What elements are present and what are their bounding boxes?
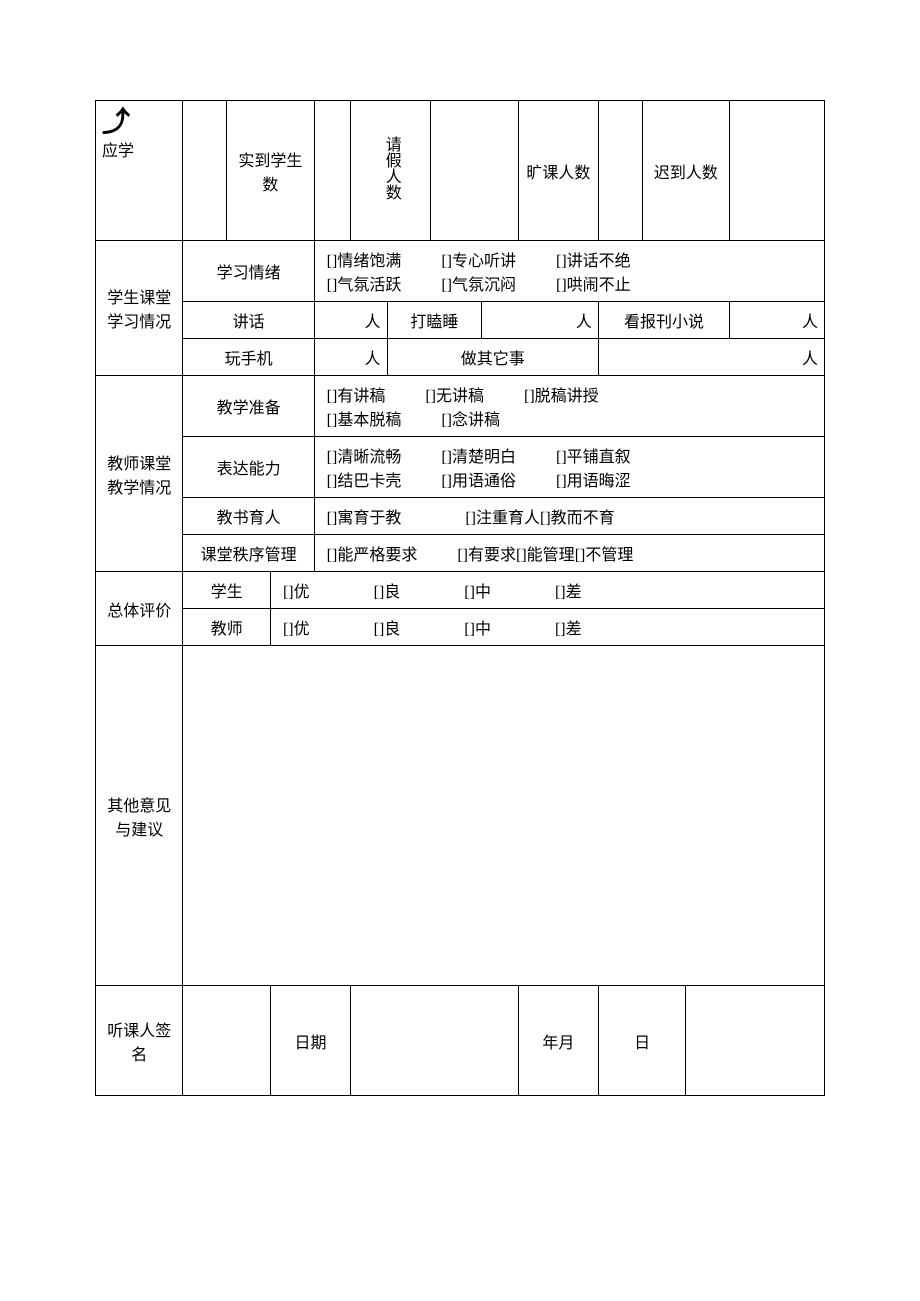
value-leave[interactable]: [431, 101, 518, 241]
overall-student-options[interactable]: []优 []良 []中 []差: [270, 572, 824, 609]
value-listener[interactable]: [183, 986, 270, 1096]
order-options[interactable]: []能严格要求 []有要求[]能管理[]不管理: [314, 535, 824, 572]
label-opinion: 其他意见与建议: [96, 646, 183, 986]
label-leave: 请假人数: [351, 101, 431, 241]
label-overall-teacher: 教师: [183, 609, 270, 646]
value-talk[interactable]: 人: [314, 302, 387, 339]
label-prep: 教学准备: [183, 376, 314, 437]
label-ym: 年月: [518, 986, 598, 1096]
hook-icon: ⤴: [102, 109, 176, 137]
label-actual: 实到学生数: [227, 101, 314, 241]
header-student-section: 学生课堂学习情况: [96, 241, 183, 376]
value-doze[interactable]: 人: [482, 302, 599, 339]
label-listener: 听课人签名: [96, 986, 183, 1096]
evaluation-form: ⤴ 应学 实到学生数 请假人数 旷课人数 迟到人数 学生课堂学习情况 学习情绪 …: [95, 100, 825, 1096]
overall-teacher-options[interactable]: []优 []良 []中 []差: [270, 609, 824, 646]
value-date-blank[interactable]: [351, 986, 519, 1096]
value-other[interactable]: 人: [598, 339, 824, 376]
prep-options[interactable]: []有讲稿 []无讲稿 []脱稿讲授 []基本脱稿 []念讲稿: [314, 376, 824, 437]
label-talk: 讲话: [183, 302, 314, 339]
header-overall: 总体评价: [96, 572, 183, 646]
header-teacher-section: 教师课堂教学情况: [96, 376, 183, 572]
value-absent[interactable]: [598, 101, 642, 241]
label-ying-xue: 应学: [102, 143, 134, 160]
value-opinion[interactable]: [183, 646, 825, 986]
value-actual[interactable]: [314, 101, 350, 241]
label-express: 表达能力: [183, 437, 314, 498]
label-overall-student: 学生: [183, 572, 270, 609]
label-read: 看报刊小说: [598, 302, 729, 339]
value-day[interactable]: [686, 986, 825, 1096]
label-day: 日: [598, 986, 685, 1096]
value-ying-xue[interactable]: [183, 101, 227, 241]
value-late[interactable]: [730, 101, 825, 241]
label-absent: 旷课人数: [518, 101, 598, 241]
cell-ying-xue: ⤴ 应学: [96, 101, 183, 241]
emotion-options[interactable]: []情绪饱满 []专心听讲 []讲话不绝 []气氛活跃 []气氛沉闷 []哄闹不…: [314, 241, 824, 302]
label-emotion: 学习情绪: [183, 241, 314, 302]
label-phone: 玩手机: [183, 339, 314, 376]
label-educate: 教书育人: [183, 498, 314, 535]
label-order: 课堂秩序管理: [183, 535, 314, 572]
value-phone[interactable]: 人: [314, 339, 387, 376]
label-other: 做其它事: [387, 339, 598, 376]
educate-options[interactable]: []寓育于教 []注重育人[]教而不育: [314, 498, 824, 535]
label-doze: 打瞌睡: [387, 302, 482, 339]
express-options[interactable]: []清晰流畅 []清楚明白 []平铺直叙 []结巴卡壳 []用语通俗 []用语晦…: [314, 437, 824, 498]
label-late: 迟到人数: [642, 101, 729, 241]
value-read[interactable]: 人: [730, 302, 825, 339]
label-date: 日期: [270, 986, 350, 1096]
